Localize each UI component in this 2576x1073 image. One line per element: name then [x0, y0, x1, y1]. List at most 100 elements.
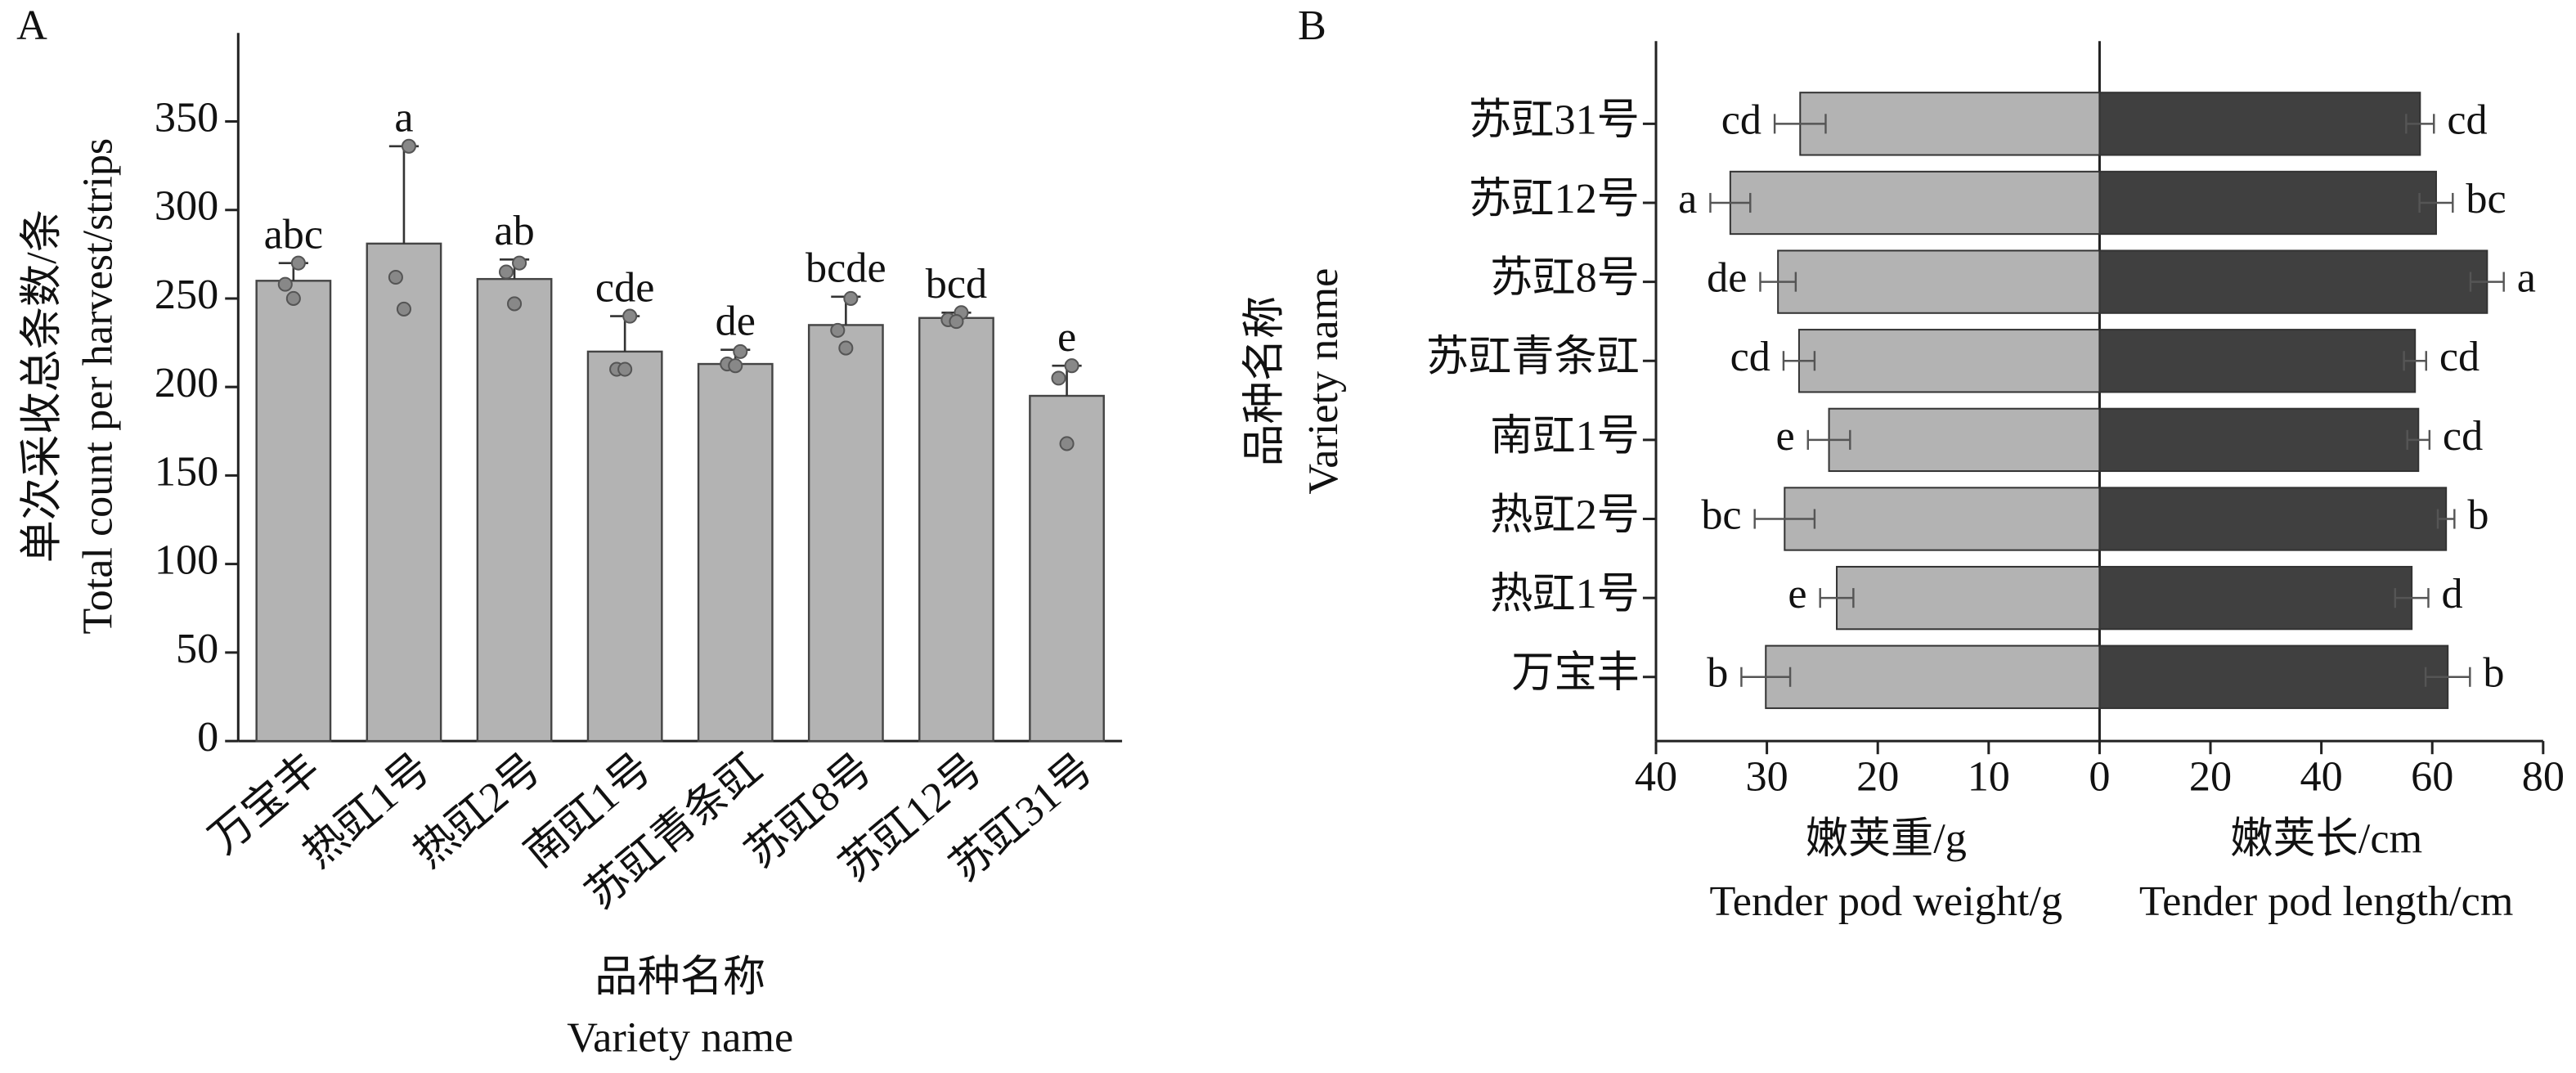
significance-letter: cde — [595, 263, 654, 311]
error-bar — [1819, 588, 1855, 608]
x-axis-label: 嫩荚重/g — [1806, 815, 1967, 863]
x-tick-label: 80 — [2522, 752, 2565, 800]
y-tick-label: 100 — [155, 536, 218, 584]
bar — [2098, 407, 2420, 473]
data-point — [830, 322, 846, 338]
data-point — [838, 340, 854, 356]
y-tick-label: 热豇2号 — [1490, 491, 1640, 538]
error-bar — [2405, 114, 2435, 134]
data-point — [512, 255, 527, 271]
bar — [1784, 487, 2101, 551]
y-tick-label: 苏豇12号 — [1469, 175, 1640, 222]
y-tick-label: 南豇1号 — [1490, 412, 1640, 460]
data-point — [285, 290, 301, 306]
y-tick-label: 热豇1号 — [1490, 570, 1640, 617]
bar — [807, 324, 884, 743]
y-tick-label: 200 — [155, 359, 218, 406]
data-point — [396, 301, 411, 317]
data-point — [733, 343, 748, 359]
significance-letter: de — [716, 298, 756, 345]
error-bar — [1759, 272, 1797, 292]
x-tick-label: 60 — [2411, 752, 2453, 800]
bar — [1729, 170, 2101, 236]
bar — [1799, 92, 2101, 156]
significance-letter: cd — [2439, 333, 2480, 380]
bar — [1777, 249, 2101, 314]
bar — [1029, 394, 1105, 743]
data-point — [1064, 358, 1079, 374]
x-tick-label: 20 — [2189, 752, 2232, 800]
bar — [2098, 170, 2437, 236]
error-bar — [2418, 192, 2454, 213]
significance-letter: e — [1776, 412, 1795, 460]
error-bar — [1753, 509, 1816, 529]
error-bar — [1782, 351, 1816, 371]
data-point — [1051, 370, 1066, 386]
significance-letter: a — [2517, 254, 2536, 302]
bar — [366, 242, 442, 743]
significance-letter: bc — [1701, 491, 1741, 538]
x-tick-label: 热豇1号 — [294, 744, 439, 877]
x-tick-label: 30 — [1745, 752, 1788, 800]
bar — [2098, 249, 2488, 314]
bar — [1836, 565, 2101, 631]
significance-letter: a — [394, 94, 413, 141]
y-tick-label: 250 — [155, 271, 218, 318]
data-point — [617, 361, 633, 377]
bar — [1765, 644, 2101, 709]
data-point — [728, 358, 743, 374]
significance-letter: d — [2442, 570, 2463, 617]
x-tick-label: 40 — [2300, 752, 2343, 800]
bar — [697, 362, 774, 743]
y-tick-label: 350 — [155, 93, 218, 141]
error-bar — [1773, 114, 1827, 134]
x-tick-label: 0 — [2089, 752, 2110, 800]
significance-letter: e — [1788, 570, 1806, 617]
bar — [1828, 407, 2101, 473]
significance-letter: bcd — [926, 260, 987, 308]
panel-label: A — [16, 2, 47, 49]
error-bar — [2403, 351, 2427, 371]
significance-letter: bcde — [806, 245, 886, 292]
data-point — [401, 138, 417, 154]
x-tick-label: 热豇2号 — [405, 744, 550, 877]
significance-letter: e — [1057, 313, 1076, 361]
data-point — [1059, 436, 1075, 451]
bar — [2098, 565, 2413, 631]
y-tick-label: 苏豇31号 — [1469, 96, 1640, 143]
significance-letter: ab — [494, 207, 534, 254]
error-bar — [2424, 667, 2471, 687]
y-axis-label: Variety name — [1299, 268, 1347, 495]
significance-letter: a — [1678, 175, 1697, 222]
significance-letter: cd — [1721, 96, 1761, 143]
data-point — [622, 308, 638, 324]
x-axis-label: Variety name — [567, 1014, 793, 1062]
y-tick-label: 万宝丰 — [1511, 649, 1640, 697]
error-bar — [1709, 192, 1752, 213]
x-tick-label: 10 — [1968, 752, 2010, 800]
significance-letter: b — [2483, 649, 2504, 697]
x-tick-label: 20 — [1856, 752, 1899, 800]
error-bar — [2436, 509, 2456, 529]
y-axis-label: Total count per harvest/strips — [74, 138, 122, 635]
significance-letter: de — [1707, 254, 1747, 302]
y-tick-label: 苏豇8号 — [1490, 254, 1640, 302]
significance-letter: abc — [264, 211, 323, 258]
y-tick-label: 0 — [197, 713, 218, 761]
significance-letter: b — [2467, 491, 2488, 538]
bar — [2098, 644, 2449, 709]
x-axis-label: Tender pod weight/g — [1710, 878, 2062, 925]
bar — [255, 280, 332, 743]
y-tick-label: 150 — [155, 447, 218, 495]
error-bar — [1740, 667, 1792, 687]
bar — [476, 277, 553, 743]
bar — [2098, 92, 2421, 156]
x-axis-label: 嫩荚长/cm — [2230, 815, 2422, 863]
data-point — [949, 314, 964, 330]
significance-letter: b — [1707, 649, 1728, 697]
data-point — [498, 264, 514, 280]
x-tick-label: 40 — [1635, 752, 1677, 800]
data-point — [843, 290, 859, 306]
y-axis-label: 品种名称 — [1241, 296, 1288, 467]
